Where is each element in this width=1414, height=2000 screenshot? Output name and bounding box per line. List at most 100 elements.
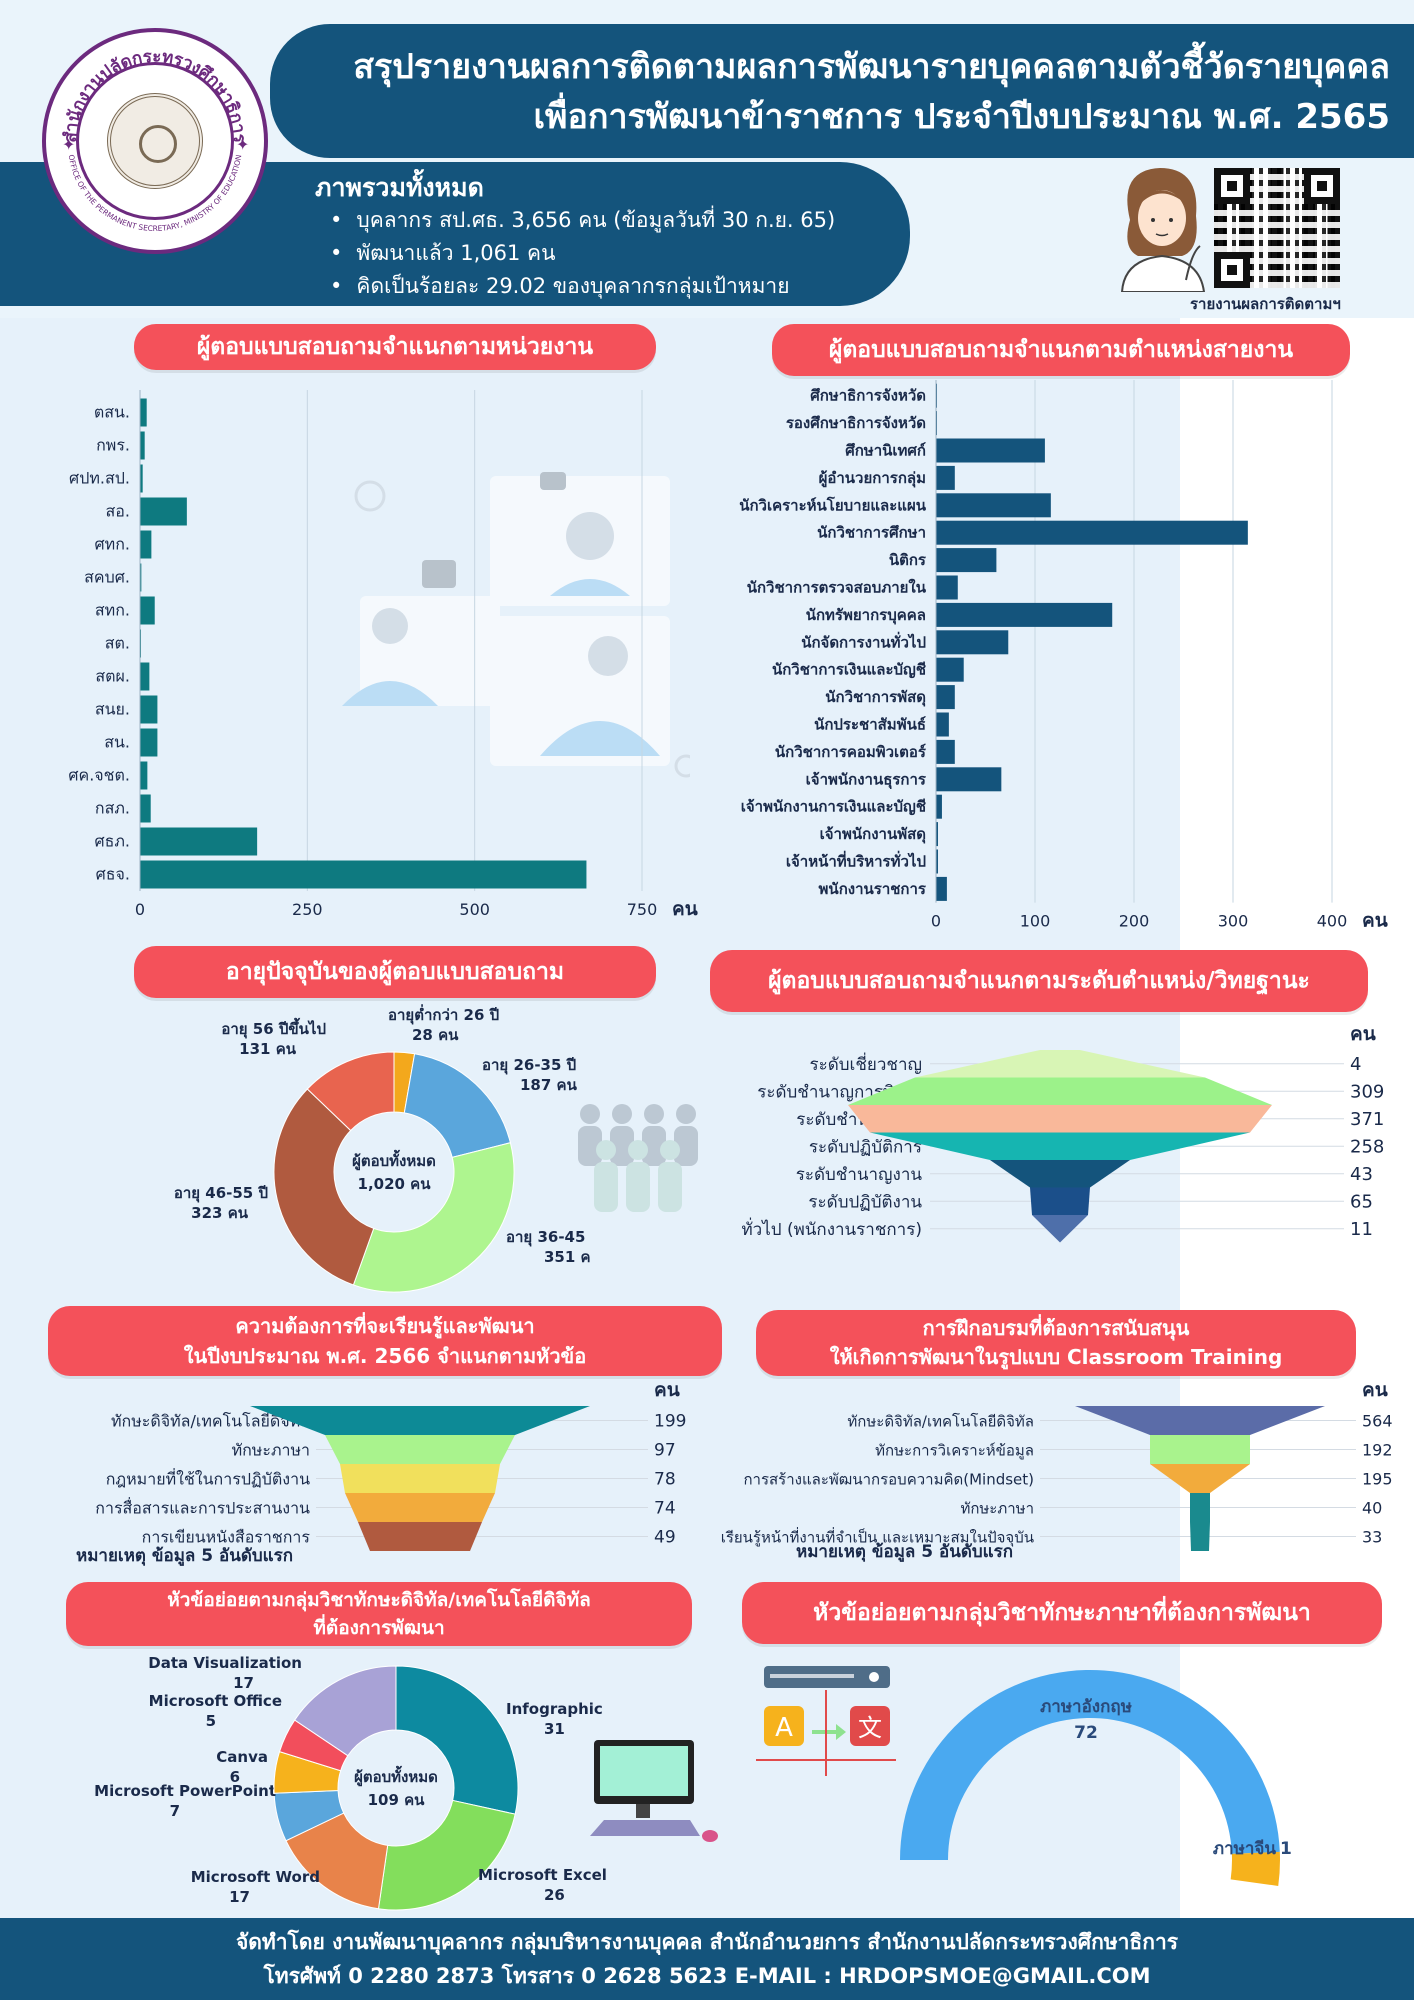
funnel-segment [1032,1215,1088,1243]
value-label: 258 [1350,1136,1384,1157]
category-label: นักทรัพยากรบุคคล [806,606,926,625]
category-label: ศธจ. [96,865,130,884]
need-chart-title: ความต้องการที่จะเรียนรู้และพัฒนา ในปีงบป… [48,1306,722,1376]
svg-text:✦: ✦ [236,135,249,154]
category-label: ระดับปฏิบัติงาน [808,1192,922,1212]
funnel-segment [848,1077,1272,1105]
donut-slice [273,1088,375,1286]
slice-value-label: 7 [170,1802,180,1820]
category-label: นักวิชาการเงินและบัญชี [772,661,926,679]
category-label: นักวิชาการศึกษา [817,524,926,542]
value-label: 97 [654,1441,676,1461]
value-label: 309 [1350,1081,1384,1102]
category-label: ผู้อำนวยการกลุ่ม [819,469,926,488]
category-label: ทักษะดิจิทัล/เทคโนโลยีดิจิทัล [111,1412,310,1431]
category-label: นักจัดการงานทั่วไป [801,631,926,651]
category-label: เจ้าพนักงานการเงินและบัญชี [741,798,926,816]
slice-value-label: 26 [544,1886,565,1904]
title-line-2: เพื่อการพัฒนาข้าราชการ ประจำปีงบประมาณ พ… [533,97,1390,137]
value-label: 40 [1362,1499,1382,1518]
slice-name-label: Canva [216,1748,268,1766]
slice-value-label: 72 [1074,1723,1098,1743]
donut-slice [377,1799,516,1911]
x-tick-label: 100 [1020,912,1051,931]
x-tick-label: 0 [931,912,941,931]
bar [140,860,587,889]
slice-name-label: อายุ 36-45 ปี [506,1228,590,1247]
funnel-segment [345,1493,495,1522]
bar [140,398,147,427]
category-label: พนักงานราชการ [819,880,927,898]
digital-title-line-1: หัวข้อย่อยตามกลุ่มวิชาทักษะดิจิทัล/เทคโน… [167,1589,591,1611]
value-label: 199 [654,1412,686,1432]
classroom-chart-title: การฝึกอบรมที่ต้องการสนับสนุน ให้เกิดการพ… [756,1310,1356,1376]
value-label: 74 [654,1499,676,1519]
category-label: ทั่วไป (พนักงานราชการ) [741,1217,922,1240]
language-halfdonut-chart: ภาษาอังกฤษ 72 ภาษาจีน 1 [900,1669,1292,1886]
svg-text:A: A [775,1713,793,1743]
x-tick-label: 750 [627,900,658,919]
svg-text:✦: ✦ [62,135,75,154]
category-label: เจ้าพนักงานพัสดุ [820,825,926,844]
slice-name-label: Microsoft Excel [478,1866,607,1884]
emblem-icon [107,93,203,189]
category-label: ตสน. [94,403,130,422]
donut-slice [306,1051,395,1132]
classroom-title-line-2: ให้เกิดการพัฒนาในรูปแบบ Classroom Traini… [829,1345,1283,1369]
slice-value-label: 17 [233,1674,254,1692]
bar [936,465,955,490]
slice-value-label: 5 [206,1712,216,1730]
position-bar-chart: 0 100 200 300 400 คน ศึกษาธิการจังหวัดรองศึกษา… [739,380,1388,932]
bar [140,728,158,757]
bar [140,464,143,493]
bar [936,630,1009,655]
unit-label: คน [1362,910,1388,932]
bar [936,767,1002,792]
people-group-icon [578,1104,698,1212]
classroom-title-line-1: การฝึกอบรมที่ต้องการสนับสนุน [922,1316,1190,1340]
summary-item: บุคลากร สป.ศธ. 3,656 คน (ข้อมูลวันที่ 30… [330,204,835,237]
computer-icon [590,1740,718,1842]
category-label: ระดับชำนาญงาน [796,1165,923,1185]
category-label: ทักษะการวิเคราะห์ข้อมูล [875,1442,1034,1460]
funnel-segment [915,1050,1205,1078]
bar [936,849,938,874]
bar [936,794,942,819]
bar [140,497,187,526]
value-label: 33 [1362,1528,1382,1547]
language-chart-title: หัวข้อย่อยตามกลุ่มวิชาทักษะภาษาที่ต้องกา… [742,1582,1382,1644]
footer-line-2: โทรศัพท์ 0 2280 2873 โทรสาร 0 2628 5623 … [263,1964,1151,1988]
category-label: กฎหมายที่ใช้ในการปฏิบัติงาน [106,1468,310,1489]
bar [936,712,949,737]
slice-name-label: Data Visualization [148,1654,302,1672]
bar [936,685,955,710]
halfdonut-segment [1230,1851,1280,1886]
funnel-segment [250,1406,590,1435]
need-title-line-1: ความต้องการที่จะเรียนรู้และพัฒนา [235,1314,535,1338]
ministry-logo: สำนักงานปลัดกระทรวงศึกษาธิการ OFFICE OF … [42,28,268,254]
slice-value-label: 1 [1280,1839,1292,1859]
category-label: สทก. [95,601,130,620]
qr-code[interactable] [1214,168,1340,288]
funnel-segment [848,1105,1272,1133]
logo-inner-ring [76,62,234,220]
bar [936,739,955,764]
bar [936,493,1051,518]
funnel-segment [1075,1406,1325,1435]
value-label: 49 [654,1528,676,1548]
bar [936,657,964,682]
unit-label: คน [654,1379,680,1401]
bar [140,431,145,460]
qr-caption: รายงานผลการติดตามฯ [1190,295,1341,313]
x-tick-label: 250 [292,900,323,919]
center-value: 1,020 คน [358,1175,432,1193]
value-label: 195 [1362,1470,1393,1489]
funnel-segment [1150,1464,1250,1493]
classroom-funnel-chart: คนทักษะดิจิทัล/เทคโนโลยีดิจิทัล 564 ทักษะก… [721,1379,1393,1551]
bar [936,602,1113,627]
category-label: สตผ. [95,667,130,686]
meeting-illustration [342,472,690,778]
category-label: สต. [105,634,130,653]
